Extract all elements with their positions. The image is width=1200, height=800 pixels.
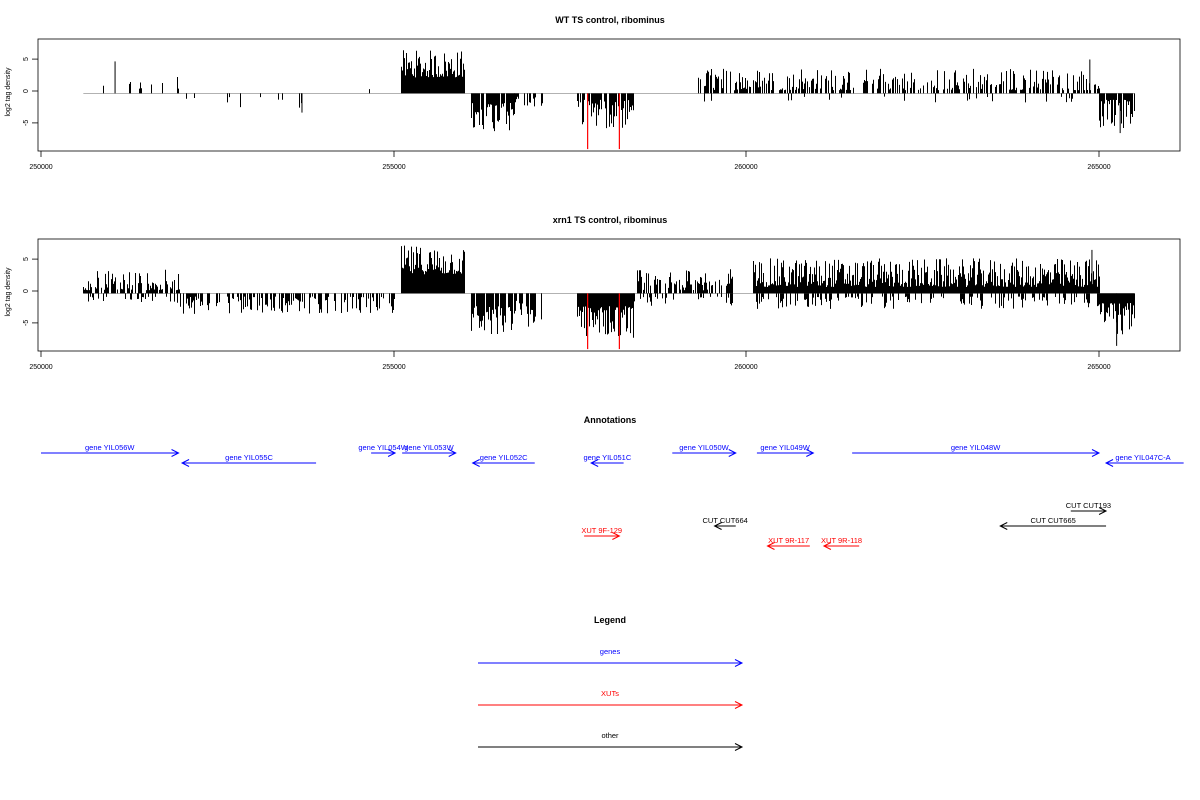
legend-arrow-arrowhead	[734, 659, 744, 667]
xrn1-track-title: xrn1 TS control, ribominus	[553, 215, 668, 225]
annotation-feature: XUT 9R-117	[766, 536, 810, 550]
xrn1-x-tick-label: 250000	[29, 364, 52, 371]
feature-arrow-arrowhead	[766, 542, 775, 550]
wt-plot-frame	[37, 38, 1181, 152]
annotation-feature: CUT CUT664	[703, 516, 748, 530]
wt-track-panel: WT TS control, ribominus log2 tag densit…	[5, 15, 1181, 171]
legend-label: genes	[600, 647, 621, 656]
feature-label: gene YIL050W	[679, 443, 729, 452]
feature-label: gene YIL056W	[85, 443, 135, 452]
feature-label: gene YIL054W	[358, 443, 408, 452]
xrn1-x-tick-label: 260000	[734, 364, 757, 371]
legend-entries: genes XUTs other	[478, 647, 744, 751]
annotations-title: Annotations	[584, 415, 637, 425]
feature-label: XUT 9F-129	[581, 526, 622, 535]
feature-label: gene YIL048W	[951, 443, 1001, 452]
feature-arrow-arrowhead	[471, 459, 480, 467]
wt-density-bars	[83, 50, 1135, 150]
annotation-feature: XUT 9F-129	[581, 526, 622, 540]
feature-arrow-arrowhead	[822, 542, 832, 550]
xrn1-density-bars	[83, 245, 1135, 350]
feature-arrow-arrowhead	[806, 449, 815, 457]
xrn1-y-axis-label: log2 tag density	[5, 267, 12, 317]
legend-panel: Legend genes XUTs other	[478, 615, 744, 751]
annotation-feature: gene YIL047C-A	[1104, 453, 1184, 467]
feature-arrow-arrowhead	[1091, 449, 1101, 457]
feature-label: gene YIL055C	[225, 453, 273, 462]
annotation-feature: gene YIL053W	[402, 443, 457, 457]
annotation-feature: gene YIL049W	[756, 443, 815, 457]
feature-arrow-arrowhead	[448, 449, 457, 457]
feature-label: CUT CUT664	[703, 516, 748, 525]
wt-y-tick-label: -5	[23, 120, 30, 126]
feature-label: XUT 9R-117	[768, 536, 809, 545]
wt-x-tick-label: 260000	[734, 164, 757, 171]
feature-arrow-arrowhead	[728, 449, 737, 457]
annotation-feature: gene YIL055C	[180, 453, 317, 467]
xrn1-y-ticks: 5 0 -5	[23, 257, 38, 326]
feature-arrow-arrowhead	[612, 532, 621, 540]
xrn1-x-ticks: 250000 255000 260000 265000	[29, 351, 1111, 371]
feature-arrow-arrowhead	[999, 522, 1008, 530]
xrn1-y-tick-label: -5	[23, 320, 30, 326]
legend-label: XUTs	[601, 689, 619, 698]
feature-label: XUT 9R-118	[821, 536, 862, 545]
wt-x-ticks: 250000 255000 260000 265000	[29, 151, 1111, 171]
xrn1-plot-frame	[37, 238, 1181, 352]
wt-y-axis-label: log2 tag density	[5, 67, 12, 117]
feature-label: CUT CUT193	[1066, 501, 1111, 510]
annotation-feature: CUT CUT193	[1066, 501, 1111, 515]
wt-y-ticks: 5 0 -5	[23, 57, 38, 126]
annotation-feature: gene YIL048W	[852, 443, 1101, 457]
feature-label: gene YIL047C-A	[1115, 453, 1170, 462]
xrn1-track-panel: xrn1 TS control, ribominus log2 tag dens…	[5, 215, 1181, 371]
legend-entry: other	[478, 731, 744, 751]
feature-label: CUT CUT665	[1031, 516, 1076, 525]
annotation-feature: XUT 9R-118	[821, 536, 862, 550]
feature-arrow-arrowhead	[590, 459, 599, 467]
legend-entry: XUTs	[478, 689, 744, 709]
feature-label: gene YIL053W	[404, 443, 454, 452]
wt-y-tick-label: 0	[23, 89, 30, 93]
feature-arrow-arrowhead	[1098, 507, 1108, 515]
feature-arrow-arrowhead	[180, 459, 190, 467]
annotation-feature: gene YIL050W	[672, 443, 737, 457]
wt-track-title: WT TS control, ribominus	[555, 15, 665, 25]
legend-arrow-arrowhead	[734, 743, 744, 751]
legend-label: other	[601, 731, 619, 740]
feature-arrow-arrowhead	[387, 449, 397, 457]
feature-arrow-arrowhead	[713, 522, 722, 530]
wt-x-tick-label: 265000	[1087, 164, 1110, 171]
feature-label: gene YIL051C	[583, 453, 631, 462]
annotation-feature: gene YIL056W	[41, 443, 180, 457]
feature-label: gene YIL052C	[480, 453, 528, 462]
annotation-feature: gene YIL052C	[471, 453, 535, 467]
legend-entry: genes	[478, 647, 744, 667]
wt-x-tick-label: 250000	[29, 164, 52, 171]
wt-y-tick-label: 5	[23, 57, 30, 61]
feature-label: gene YIL049W	[760, 443, 810, 452]
annotation-feature: gene YIL054W	[358, 443, 409, 457]
xrn1-x-tick-label: 265000	[1087, 364, 1110, 371]
annotation-feature: gene YIL051C	[583, 453, 632, 467]
feature-arrow-arrowhead	[1104, 459, 1114, 467]
wt-x-tick-label: 255000	[382, 164, 405, 171]
feature-arrow-arrowhead	[171, 449, 180, 457]
xrn1-y-tick-label: 5	[23, 257, 30, 261]
legend-arrow-arrowhead	[734, 701, 744, 709]
annotation-feature: CUT CUT665	[999, 516, 1107, 530]
xrn1-x-tick-label: 255000	[382, 364, 405, 371]
xrn1-y-tick-label: 0	[23, 289, 30, 293]
annotations-panel: Annotations gene YIL056W gene YIL055C gene…	[41, 415, 1184, 550]
legend-title: Legend	[594, 615, 626, 625]
